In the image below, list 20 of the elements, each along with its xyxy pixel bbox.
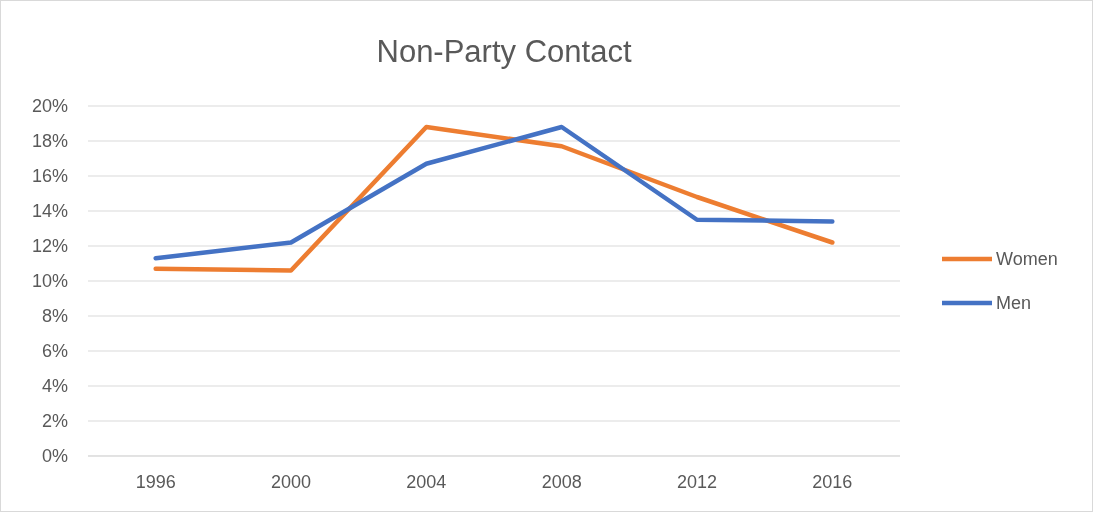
x-tick-label: 2000	[270, 472, 312, 492]
legend-label: Women	[996, 249, 1058, 270]
y-tick-label: 18%	[31, 131, 68, 152]
y-tick-label: 16%	[31, 166, 68, 187]
x-tick-label: 2004	[406, 472, 447, 492]
x-tick-label: 2012	[676, 472, 718, 492]
y-tick-label: 8%	[41, 306, 68, 327]
y-tick-label: 14%	[31, 201, 68, 222]
x-tick-label: 2008	[541, 472, 582, 492]
y-tick-label: 6%	[41, 341, 68, 362]
legend-label: Men	[996, 293, 1032, 314]
y-tick-label: 4%	[41, 376, 68, 397]
y-tick-label: 20%	[31, 96, 68, 117]
x-tick-label: 1996	[135, 472, 176, 492]
y-tick-label: 12%	[31, 236, 68, 257]
chart-title: Non-Party Contact	[376, 34, 632, 69]
y-tick-label: 2%	[41, 411, 68, 432]
y-tick-label: 0%	[41, 446, 68, 467]
y-tick-label: 10%	[31, 271, 68, 292]
x-tick-label: 2016	[812, 472, 853, 492]
